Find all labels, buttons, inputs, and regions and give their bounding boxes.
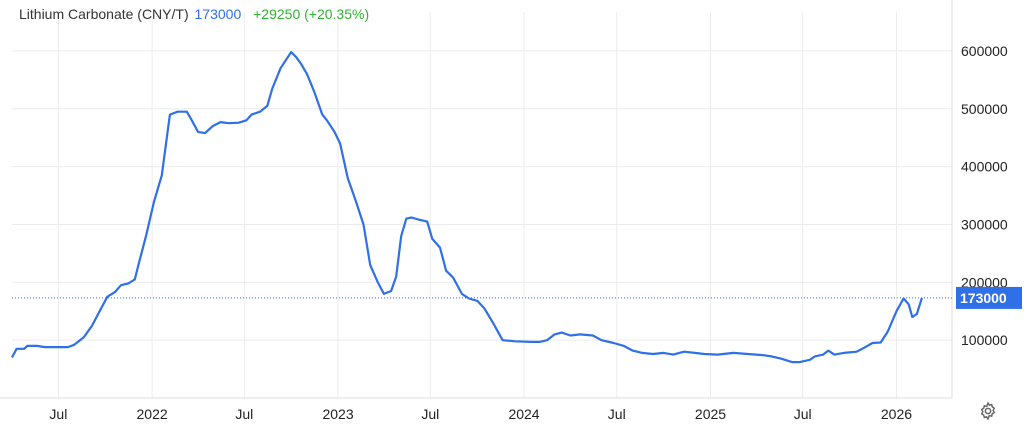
instrument-name: Lithium Carbonate (CNY/T) bbox=[19, 6, 189, 22]
x-tick-label: Jul bbox=[49, 406, 67, 422]
x-tick-label: Jul bbox=[235, 406, 253, 422]
last-value-label: 173000 bbox=[960, 290, 1007, 306]
x-tick-label: Jul bbox=[608, 406, 626, 422]
x-tick-label: 2026 bbox=[881, 406, 912, 422]
y-tick-label: 300000 bbox=[961, 216, 1008, 232]
x-tick-label: 2022 bbox=[137, 406, 168, 422]
y-tick-label: 100000 bbox=[961, 332, 1008, 348]
price-change: +29250 (+20.35%) bbox=[253, 6, 370, 22]
x-tick-label: 2024 bbox=[508, 406, 539, 422]
y-tick-label: 600000 bbox=[961, 43, 1008, 59]
x-tick-label: 2025 bbox=[695, 406, 726, 422]
current-price: 173000 bbox=[194, 6, 242, 22]
x-tick-label: Jul bbox=[421, 406, 439, 422]
last-value-badge bbox=[956, 286, 1022, 309]
y-tick-label: 400000 bbox=[961, 159, 1008, 175]
price-line bbox=[11, 51, 923, 364]
x-tick-label: 2023 bbox=[322, 406, 353, 422]
y-tick-label: 500000 bbox=[961, 101, 1008, 117]
chart-header: Lithium Carbonate (CNY/T) 173000 +29250 … bbox=[19, 6, 369, 22]
y-tick-label: 200000 bbox=[961, 274, 1008, 290]
gear-icon[interactable] bbox=[978, 401, 998, 421]
x-tick-label: Jul bbox=[794, 406, 812, 422]
